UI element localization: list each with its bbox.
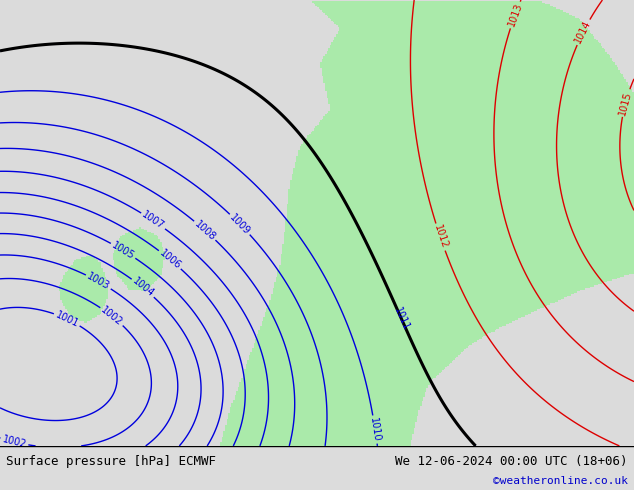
Text: 1006: 1006 (157, 248, 183, 271)
Text: 1010: 1010 (368, 416, 382, 442)
Text: 1008: 1008 (193, 219, 217, 243)
Text: 1003: 1003 (86, 271, 112, 292)
Text: 1009: 1009 (228, 212, 252, 237)
Text: 1014: 1014 (573, 19, 593, 45)
Text: We 12-06-2024 00:00 UTC (18+06): We 12-06-2024 00:00 UTC (18+06) (395, 455, 628, 468)
Text: 1007: 1007 (140, 210, 166, 232)
Text: 1011: 1011 (392, 306, 411, 332)
Text: 1002: 1002 (1, 434, 27, 450)
Text: ©weatheronline.co.uk: ©weatheronline.co.uk (493, 476, 628, 486)
Text: 1012: 1012 (432, 224, 449, 250)
Text: 1001: 1001 (54, 309, 81, 329)
Text: 1015: 1015 (618, 90, 633, 116)
Text: 1004: 1004 (131, 276, 156, 299)
Text: Surface pressure [hPa] ECMWF: Surface pressure [hPa] ECMWF (6, 455, 216, 468)
Text: 1002: 1002 (99, 305, 125, 328)
Text: 1005: 1005 (110, 240, 136, 261)
Text: 1013: 1013 (506, 1, 524, 28)
